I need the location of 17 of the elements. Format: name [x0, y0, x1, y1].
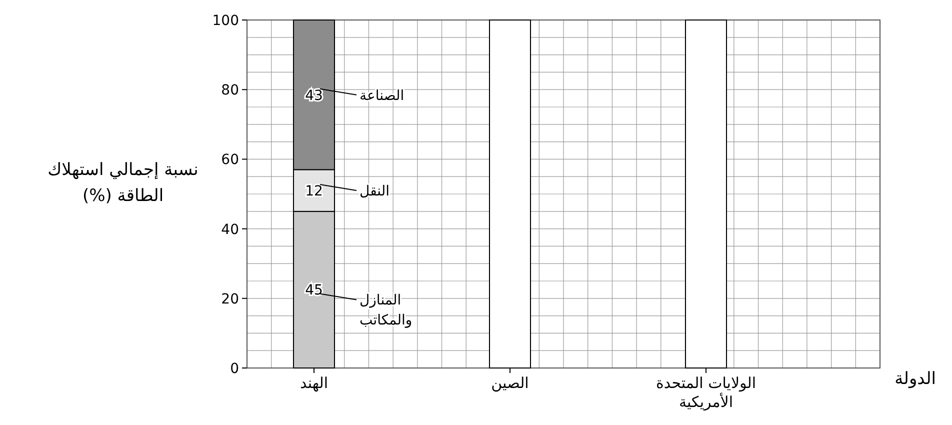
x-axis-title: الدولة [894, 369, 936, 389]
legend-label: المنازل والمكاتب [360, 292, 412, 329]
y-tick-label: 100 [212, 13, 239, 29]
y-tick-label: 40 [221, 222, 239, 238]
data-label: 12 [305, 184, 323, 200]
y-axis-title: نسبة إجمالي استهلاك الطاقة (%) [48, 160, 198, 206]
x-tick-label: الصين [491, 374, 529, 392]
data-label: 45 [305, 282, 323, 299]
y-tick-label: 20 [221, 291, 239, 308]
x-tick-label: الهند [300, 374, 328, 392]
y-tick-label: 0 [230, 361, 239, 377]
legend-label: النقل [360, 184, 390, 200]
y-tick-label: 60 [221, 152, 239, 168]
legend-label: الصناعة [360, 88, 404, 104]
data-label: 43 [305, 88, 323, 104]
x-tick-label: الولايات المتحدة الأمريكية [656, 374, 756, 411]
y-tick-label: 80 [221, 82, 239, 99]
